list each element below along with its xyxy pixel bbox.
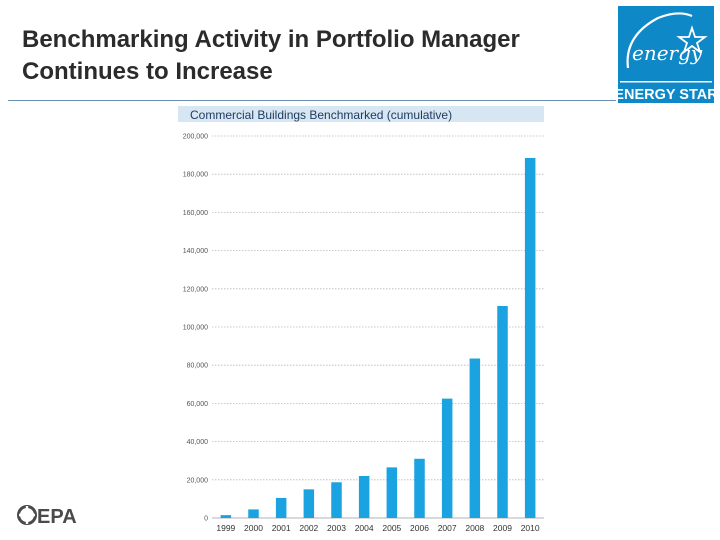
epa-logo: EPA (17, 505, 77, 528)
energy-star-script: energy (632, 41, 703, 65)
bars (220, 157, 536, 518)
bar-2004 (358, 475, 370, 518)
y-tick-label: 120,000 (183, 286, 208, 293)
y-tick-label: 60,000 (187, 401, 209, 408)
y-axis-ticks: 0 20,000 40,000 60,000 80,000 100,000 120,000 1… (183, 134, 208, 523)
x-tick-label: 2004 (355, 523, 374, 533)
title-divider (8, 100, 616, 101)
bar-2001 (275, 497, 287, 518)
x-tick-label: 2005 (382, 523, 401, 533)
energy-star-label: ENERGY STAR (618, 87, 714, 103)
bar-2008 (469, 358, 481, 518)
energy-star-arc (626, 12, 693, 69)
x-tick-label: 2006 (410, 523, 429, 533)
x-tick-label: 2010 (521, 523, 540, 533)
bar-2009 (497, 305, 508, 518)
y-tick-label: 20,000 (187, 477, 209, 484)
x-tick-label: 2007 (438, 523, 457, 533)
x-tick-label: 2008 (465, 523, 484, 533)
x-tick-label: 2002 (299, 523, 318, 533)
bar-2002 (303, 489, 315, 518)
bar-2000 (248, 509, 259, 518)
epa-label: EPA (37, 506, 77, 528)
grid-layer (212, 135, 544, 519)
star-icon (676, 25, 708, 55)
slide-title: Benchmarking Activity in Portfolio Manag… (22, 24, 612, 88)
x-axis-labels: 1999 2000 2001 2002 2003 2004 2005 2006 2007 2008… (216, 523, 540, 533)
y-tick-label: 100,000 (183, 325, 208, 332)
x-tick-label: 2009 (493, 523, 512, 533)
energy-star-rule (620, 81, 712, 83)
y-tick-label: 80,000 (187, 363, 209, 370)
benchmarking-bar-chart: Commercial Buildings Benchmarked (cumula… (178, 106, 544, 533)
slide-title-line-2: Continues to Increase (22, 58, 273, 85)
y-tick-label: 200,000 (183, 134, 208, 141)
bar-2003 (331, 482, 342, 518)
bar-2005 (386, 467, 398, 518)
energy-star-logo: energy ENERGY STAR (618, 6, 714, 103)
x-tick-label: 2000 (244, 523, 263, 533)
y-tick-label: 180,000 (183, 172, 208, 179)
bar-2010 (524, 157, 536, 518)
y-tick-label: 40,000 (187, 439, 209, 446)
bar-2006 (414, 458, 425, 518)
energy-star-logo-background (618, 6, 714, 103)
x-tick-label: 2001 (272, 523, 291, 533)
bar-2007 (441, 398, 453, 518)
y-tick-label: 0 (204, 516, 208, 523)
chart-title-band (178, 106, 544, 122)
x-tick-label: 2003 (327, 523, 346, 533)
slide-title-line-1: Benchmarking Activity in Portfolio Manag… (22, 26, 520, 53)
bar-1999 (220, 515, 232, 518)
y-tick-label: 140,000 (183, 248, 208, 255)
y-tick-label: 160,000 (183, 210, 208, 217)
x-tick-label: 1999 (216, 523, 235, 533)
epa-flower-icon (17, 505, 37, 525)
chart-title: Commercial Buildings Benchmarked (cumula… (190, 108, 452, 122)
